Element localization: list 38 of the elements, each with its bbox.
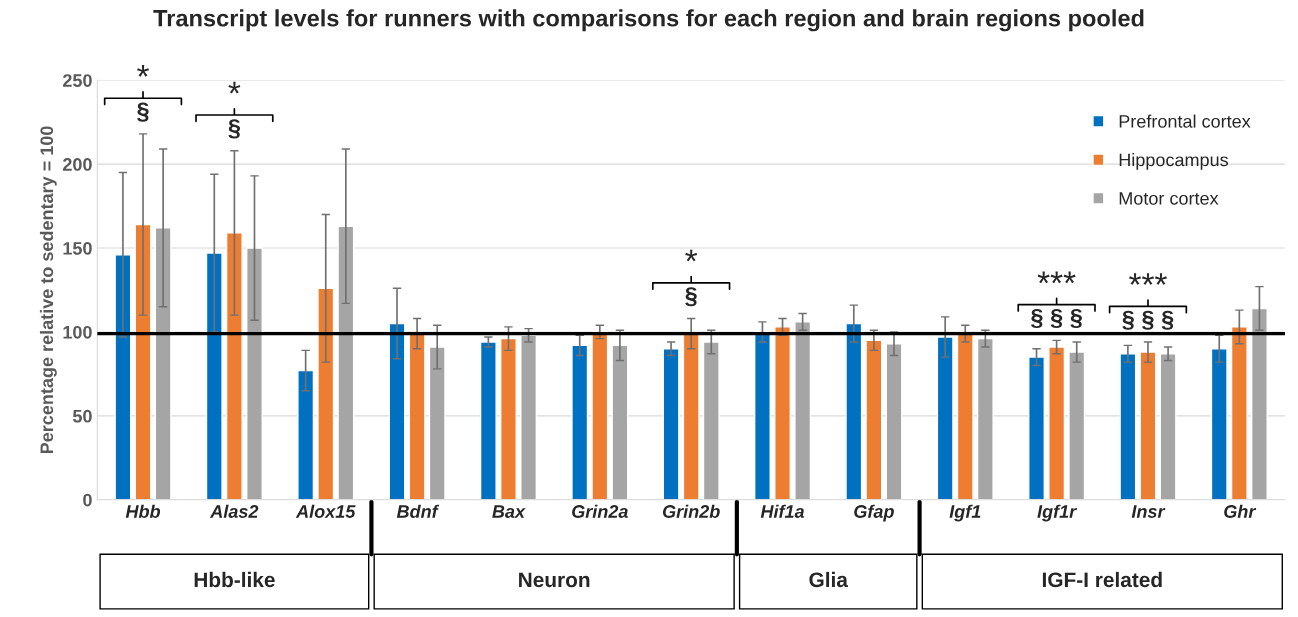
annotation: §	[137, 102, 149, 122]
x-tick-label: Grin2b	[662, 504, 720, 518]
text: Hbb-like	[194, 571, 275, 588]
y-tick-label: 50	[72, 409, 92, 423]
text: Glia	[809, 571, 849, 588]
chart-title: Transcript levels for runners with comparisons for each region and brain regions pooled	[153, 9, 1144, 32]
legend-label: Prefrontal cortex	[1119, 114, 1251, 128]
annotation: *	[685, 249, 698, 262]
x-tick-label: Ghr	[1224, 504, 1257, 518]
y-axis-title: Percentage relative to sedentary = 100	[39, 126, 57, 454]
y-tick-label: 0	[83, 493, 92, 507]
x-tick-label: Bax	[492, 505, 526, 518]
y-tick-label: 100	[63, 325, 92, 339]
annotation: §	[228, 119, 240, 139]
x-tick-label: Hbb	[125, 504, 161, 518]
legend-label: Motor cortex	[1119, 192, 1219, 205]
annotation: §	[685, 287, 697, 307]
annotation: § § §	[1122, 310, 1174, 330]
x-tick-label: Alas2	[209, 504, 259, 518]
y-tick-label: 150	[63, 241, 92, 255]
y-tick-label: 250	[62, 74, 92, 87]
annotation: § § §	[1030, 309, 1082, 329]
text: *	[137, 65, 149, 77]
y-tick-label: 200	[62, 158, 92, 171]
x-tick-label: Bdnf	[396, 504, 440, 518]
x-tick-label: Alox15	[295, 504, 356, 518]
x-tick-label: Igf1r	[1037, 504, 1078, 522]
x-tick-label: Hif1a	[760, 504, 805, 518]
x-tick-label: Igf1	[949, 504, 981, 522]
text: IGF-I related	[1042, 571, 1162, 588]
annotation: ***	[1037, 271, 1076, 284]
x-tick-label: Grin2a	[572, 504, 628, 518]
annotation: ***	[1129, 273, 1167, 285]
x-tick-label: Gfap	[854, 504, 894, 522]
x-tick-label: Insr	[1131, 505, 1166, 518]
legend-label: Hippocampus	[1119, 153, 1228, 170]
text: Neuron	[519, 572, 590, 588]
annotation: *	[228, 81, 241, 94]
